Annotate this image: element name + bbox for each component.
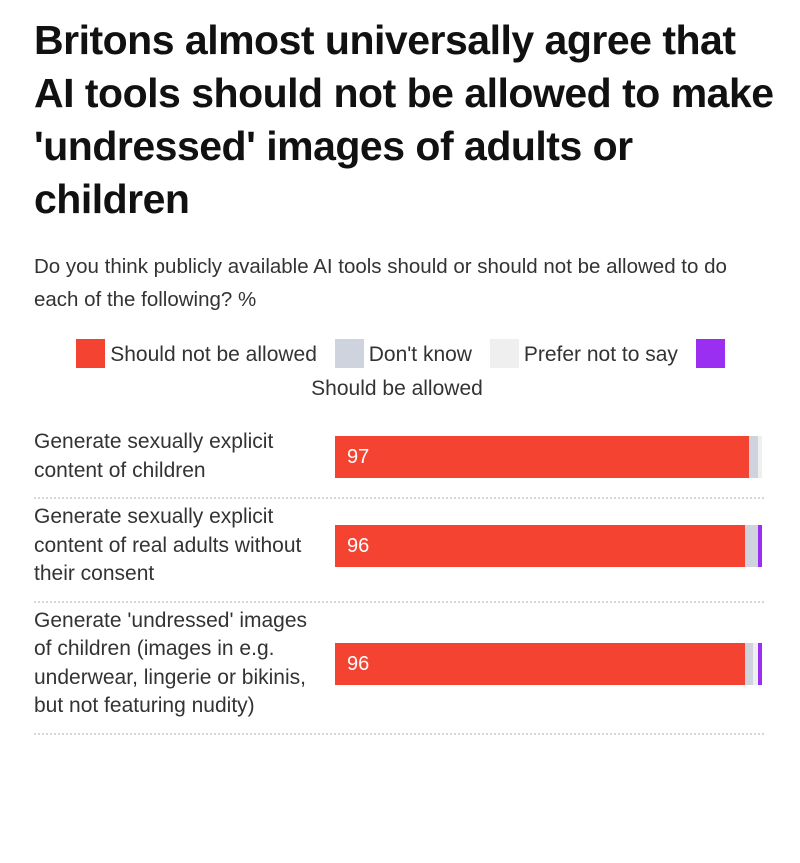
bar-area: 97: [335, 435, 762, 478]
value-label: 97: [347, 445, 370, 468]
legend-label: Prefer not to say: [523, 343, 678, 366]
legend: Should not be allowed Don't know Prefer …: [50, 338, 750, 406]
legend-label: Should not be allowed: [110, 343, 317, 366]
bar-segment: [757, 524, 762, 567]
legend-swatch: [334, 339, 364, 368]
category-label: Generate sexually explicit content of re…: [34, 505, 302, 585]
legend-entry: Should be allowed: [311, 339, 730, 400]
bar-segment: [757, 642, 762, 685]
category-label: Generate sexually explicit content of ch…: [34, 430, 274, 482]
bar-segment: [335, 642, 745, 685]
bar-row: Generate sexually explicit content of re…: [34, 499, 764, 603]
plot: Generate sexually explicit content of ch…: [34, 424, 764, 735]
chart-subtitle: Do you think publicly available AI tools…: [34, 255, 727, 311]
bar-segment: [749, 435, 758, 478]
bar-segment: [757, 435, 762, 478]
bar-area: 96: [335, 642, 762, 685]
bar-row: Generate 'undressed' images of children …: [34, 603, 764, 735]
bar-segment: [335, 524, 745, 567]
category-label: Generate 'undressed' images of children …: [34, 608, 308, 718]
legend-entry: Should not be allowed: [76, 339, 317, 368]
value-label: 96: [347, 652, 370, 675]
legend-swatch: [76, 339, 106, 368]
value-label: 96: [347, 534, 370, 557]
legend-swatch: [695, 339, 725, 368]
bar-segment: [335, 435, 750, 478]
bar-area: 96: [335, 524, 762, 567]
bar-row: Generate sexually explicit content of ch…: [34, 424, 764, 499]
legend-entry: Don't know: [334, 339, 472, 368]
bar-segment: [744, 524, 758, 567]
legend-swatch: [489, 339, 519, 368]
bar-segment: [744, 642, 754, 685]
bar-segment: [753, 642, 758, 685]
legend-entry: Prefer not to say: [489, 339, 678, 368]
legend-label: Should be allowed: [311, 377, 483, 400]
legend-label: Don't know: [368, 343, 472, 366]
chart-title: Britons almost universally agree that AI…: [34, 17, 774, 222]
